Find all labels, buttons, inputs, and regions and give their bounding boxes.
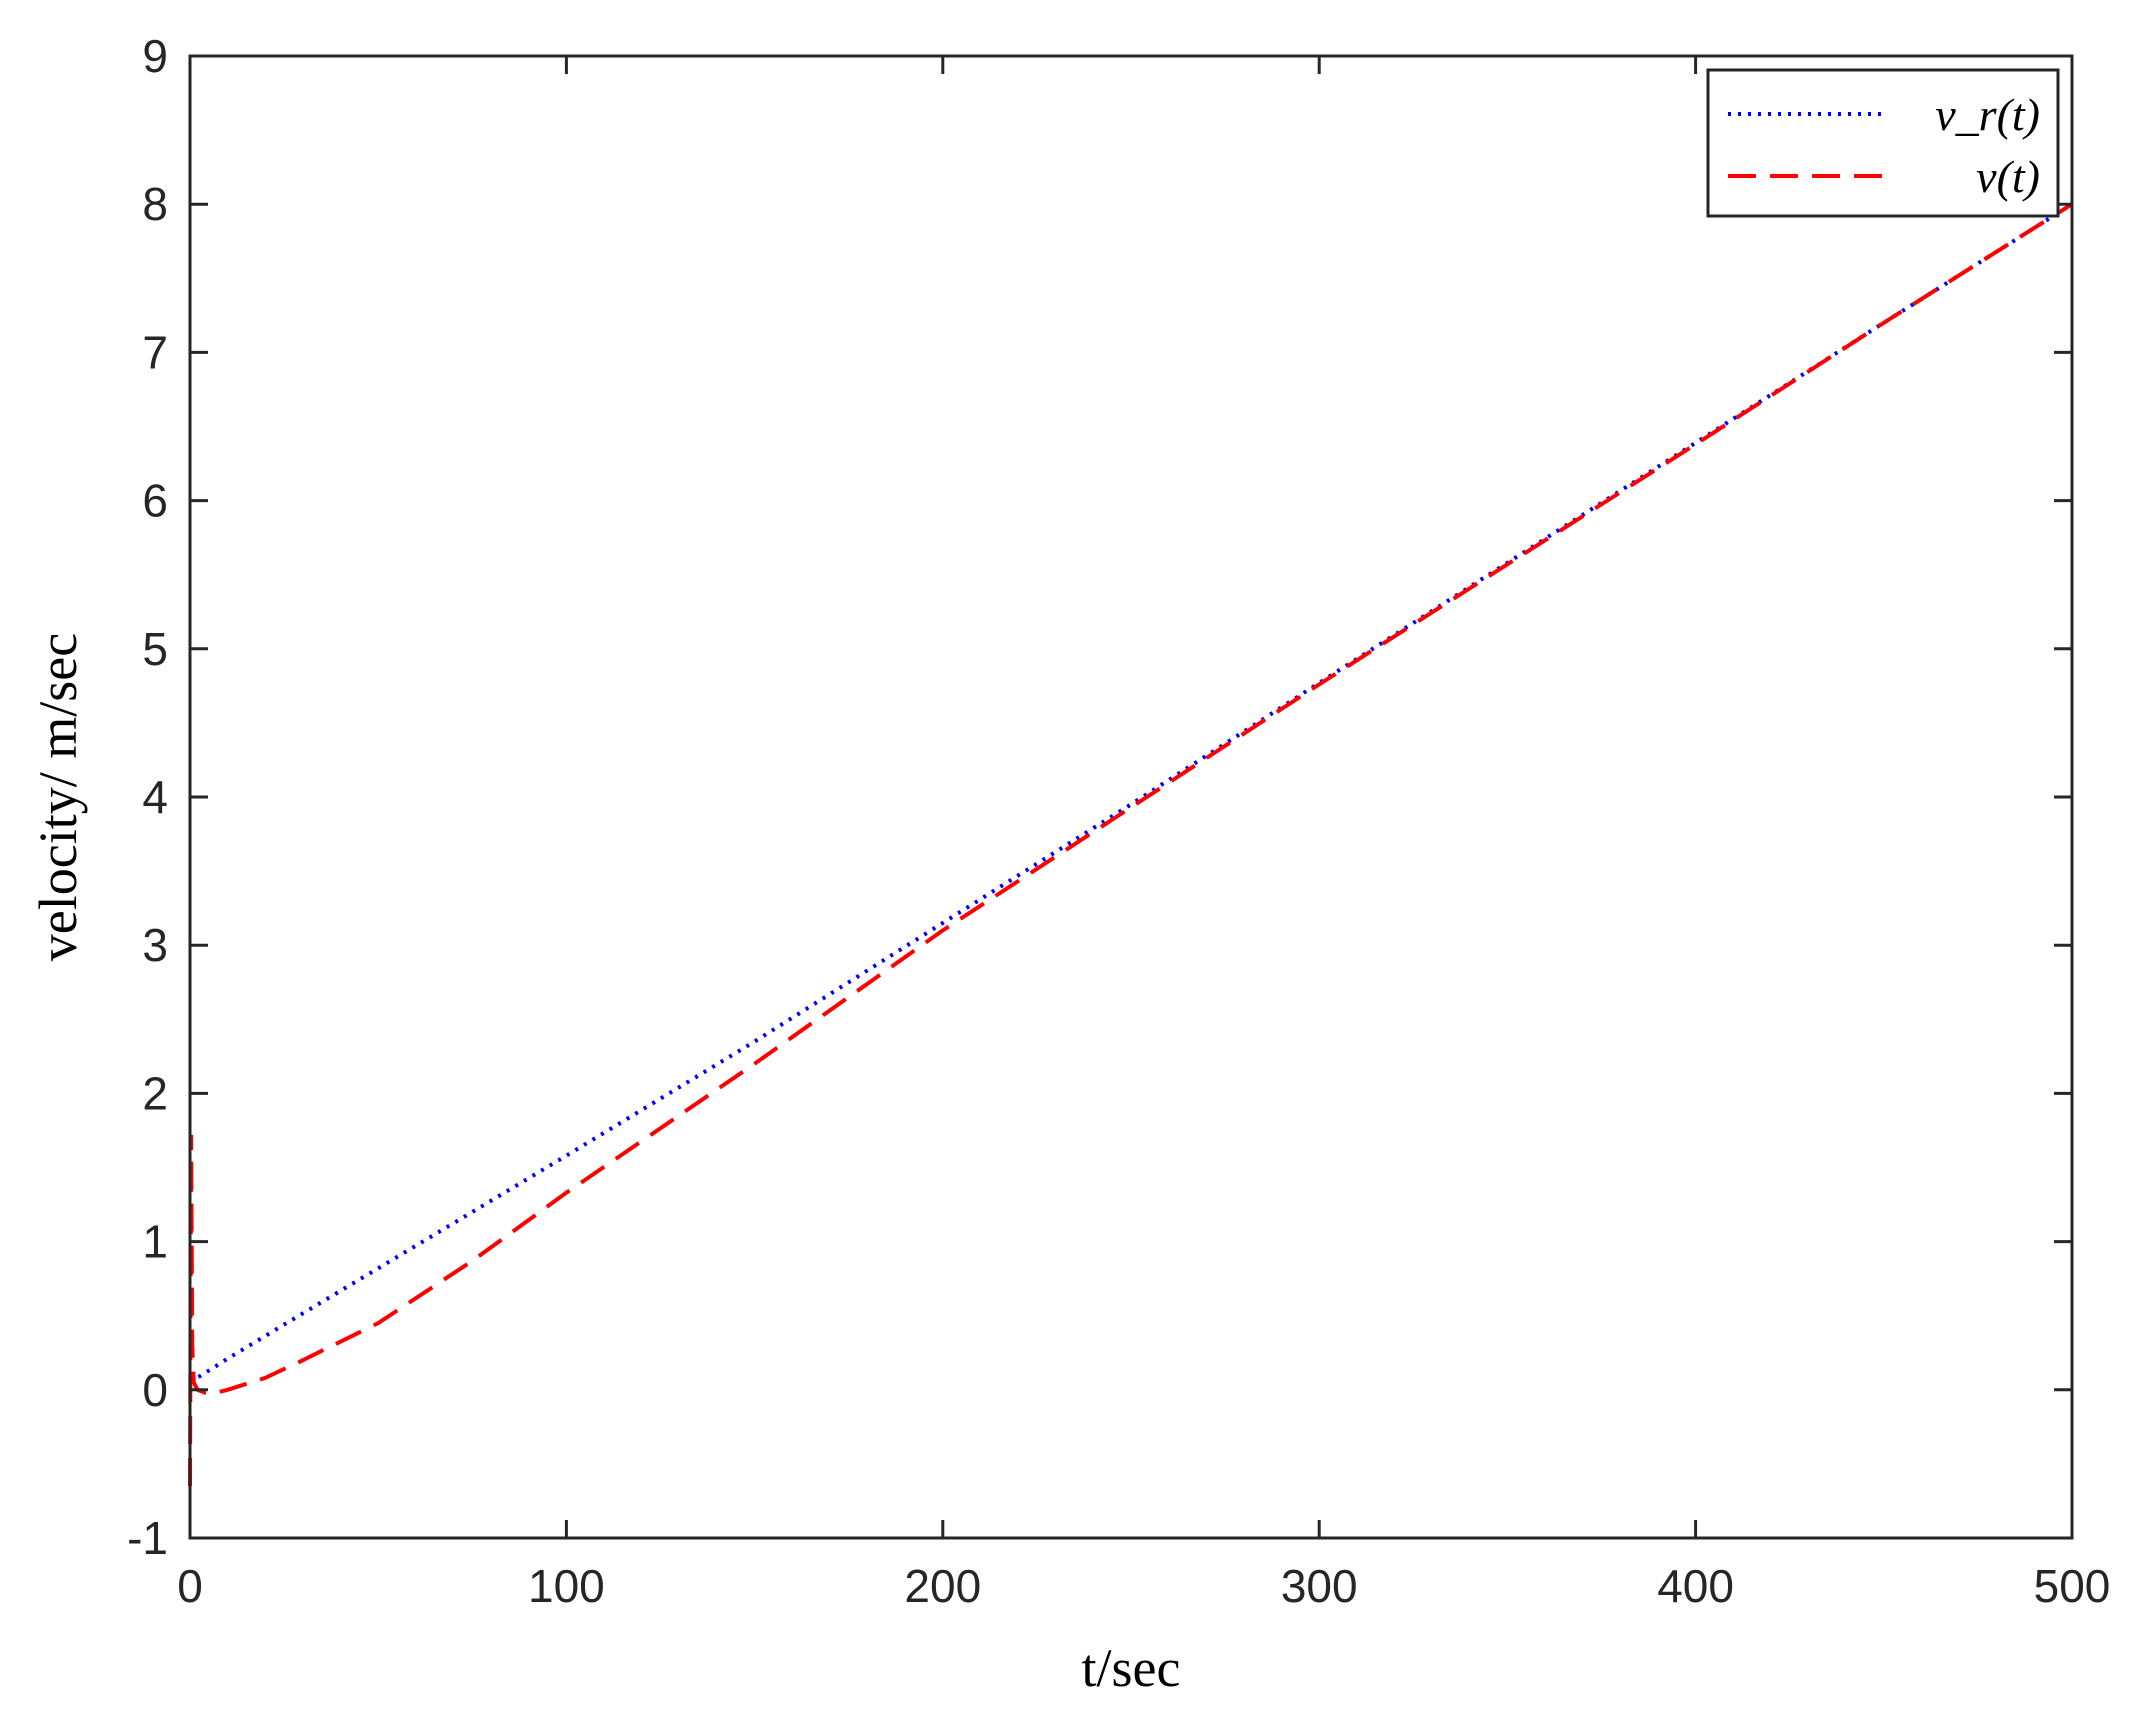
x-tick-label: 0 xyxy=(177,1560,203,1612)
y-tick-label: 8 xyxy=(142,178,168,230)
legend-items: v_r(t) v(t) xyxy=(1728,89,2040,202)
plot-background xyxy=(190,56,2072,1538)
legend-label: v(t) xyxy=(1976,151,2040,202)
y-tick-label: 2 xyxy=(142,1067,168,1119)
y-tick-label: 0 xyxy=(142,1364,168,1416)
y-tick-label: 1 xyxy=(142,1216,168,1268)
x-axis-label: t/sec xyxy=(1082,1638,1181,1698)
x-tick-label: 300 xyxy=(1281,1560,1358,1612)
y-tick-label: 3 xyxy=(142,919,168,971)
series-layer xyxy=(188,202,2074,1487)
y-axis-label: velocity/ m/sec xyxy=(28,633,88,961)
series-line-v-t- xyxy=(188,202,2074,1487)
series-line-v-r-t- xyxy=(188,202,2074,1385)
x-tick-label: 200 xyxy=(904,1560,981,1612)
legend-box xyxy=(1706,68,2060,218)
x-tick-label: 100 xyxy=(528,1560,605,1612)
legend: v_r(t) v(t) xyxy=(1706,68,2060,218)
plot-frame xyxy=(188,54,2074,1540)
x-tick-label: 400 xyxy=(1657,1560,1734,1612)
legend-label: v_r(t) xyxy=(1935,89,2040,140)
y-tick-label: 5 xyxy=(142,623,168,675)
y-tick-label: 9 xyxy=(142,30,168,82)
y-tick-label: 7 xyxy=(142,326,168,378)
x-tick-label: 500 xyxy=(2034,1560,2111,1612)
y-tick-label: 6 xyxy=(142,475,168,527)
y-tick-label: 4 xyxy=(142,771,168,823)
y-tick-label: -1 xyxy=(127,1512,168,1564)
